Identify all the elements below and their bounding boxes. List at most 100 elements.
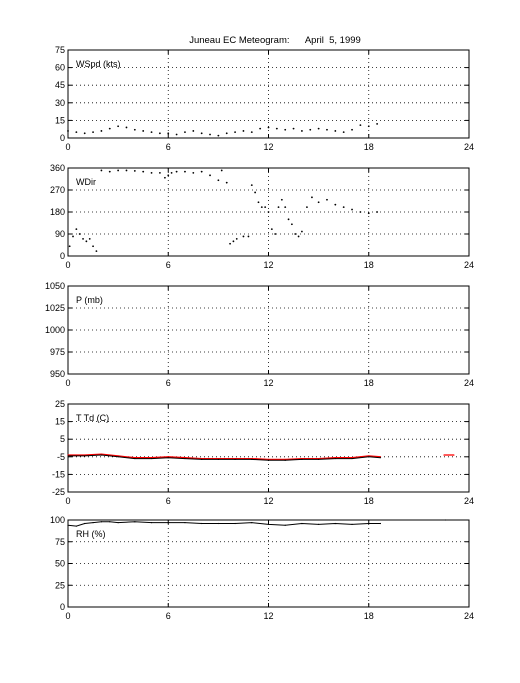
data-point: [379, 522, 382, 525]
y-tick-label: 975: [50, 347, 65, 357]
data-point: [275, 127, 278, 130]
data-point: [326, 198, 328, 201]
panel-2: 0 6 12 18 24 950 975 1000 1025 1050 P (mb): [45, 281, 474, 388]
y-tick-label: 1025: [45, 303, 65, 313]
data-point: [234, 522, 236, 525]
x-tick-label: 0: [65, 378, 70, 388]
data-point: [117, 125, 120, 128]
y-tick-label: -15: [52, 469, 65, 479]
data-point: [84, 522, 86, 525]
y-tick-label: 25: [55, 580, 65, 590]
panel-label: WSpd (kts): [76, 59, 121, 69]
x-tick-label: 24: [464, 260, 474, 270]
x-tick-label: 12: [263, 611, 273, 621]
data-point: [250, 184, 253, 187]
data-point: [379, 456, 382, 458]
data-point: [88, 237, 91, 240]
data-point: [277, 206, 280, 209]
y-tick-label: 0: [60, 251, 65, 261]
data-point: [368, 456, 370, 458]
data-point: [311, 196, 313, 199]
data-point: [142, 170, 145, 173]
x-tick-label: 18: [364, 142, 374, 152]
x-tick-label: 6: [166, 611, 171, 621]
data-point: [150, 522, 153, 524]
data-point: [175, 170, 178, 173]
data-point: [453, 454, 455, 456]
data-point: [318, 523, 320, 525]
data-point: [75, 525, 77, 527]
data-point: [301, 130, 303, 132]
x-tick-label: 0: [65, 260, 70, 270]
data-point: [117, 169, 120, 172]
data-point: [264, 206, 267, 209]
data-point: [334, 203, 337, 206]
data-point: [259, 127, 262, 130]
data-point: [284, 128, 287, 131]
data-point: [217, 522, 219, 525]
data-point: [134, 457, 136, 460]
data-point: [142, 130, 145, 132]
data-point: [334, 522, 336, 525]
data-point: [192, 130, 195, 132]
data-point: [445, 519, 447, 521]
data-point: [235, 237, 238, 240]
data-point: [184, 522, 186, 524]
data-point: [109, 521, 111, 523]
data-point: [368, 522, 370, 525]
data-point: [192, 171, 195, 174]
y-tick-label: 180: [50, 207, 65, 217]
y-tick-label: 950: [50, 369, 65, 379]
data-point: [301, 457, 303, 460]
panel-0: 0 6 12 18 24 0 15 30 45 60 75 WSpd (kts): [55, 45, 474, 152]
x-tick-label: 18: [364, 611, 374, 621]
data-point: [170, 171, 173, 174]
data-point: [220, 169, 223, 172]
data-point: [250, 131, 253, 134]
data-point: [297, 235, 300, 238]
y-tick-label: 5: [60, 434, 65, 444]
x-tick-label: 12: [263, 378, 273, 388]
data-point: [84, 455, 86, 457]
y-tick-label: 270: [50, 185, 65, 195]
x-tick-label: 0: [65, 496, 70, 506]
data-point: [117, 456, 119, 458]
data-point: [376, 123, 379, 125]
data-point: [242, 235, 245, 238]
data-point: [82, 237, 84, 240]
data-point: [292, 127, 295, 130]
x-tick-label: 6: [166, 142, 171, 152]
y-tick-label: 60: [55, 63, 65, 73]
data-point: [72, 235, 74, 238]
data-point: [68, 245, 71, 248]
x-tick-label: 18: [364, 496, 374, 506]
data-point: [100, 169, 103, 172]
data-point: [359, 124, 362, 126]
data-point: [280, 198, 283, 201]
data-point: [334, 457, 336, 459]
data-point: [125, 169, 128, 172]
data-point: [150, 457, 153, 460]
y-tick-label: 1050: [45, 281, 65, 291]
data-point: [167, 132, 170, 135]
data-point: [134, 457, 136, 459]
x-tick-label: 0: [65, 142, 70, 152]
x-tick-label: 12: [263, 496, 273, 506]
data-point: [274, 233, 277, 235]
y-tick-label: 360: [50, 163, 65, 173]
data-point: [267, 211, 270, 213]
x-tick-label: 18: [364, 378, 374, 388]
data-point: [67, 524, 69, 526]
data-point: [317, 127, 320, 130]
series-line-0: [68, 453, 381, 461]
y-tick-label: 100: [50, 515, 65, 525]
data-point: [217, 134, 220, 137]
data-point: [158, 171, 161, 174]
data-point: [257, 201, 260, 204]
data-point: [318, 458, 320, 461]
data-point: [200, 132, 203, 135]
data-point: [234, 458, 236, 461]
data-point: [326, 128, 328, 131]
data-point: [317, 201, 320, 204]
data-point: [342, 131, 345, 134]
